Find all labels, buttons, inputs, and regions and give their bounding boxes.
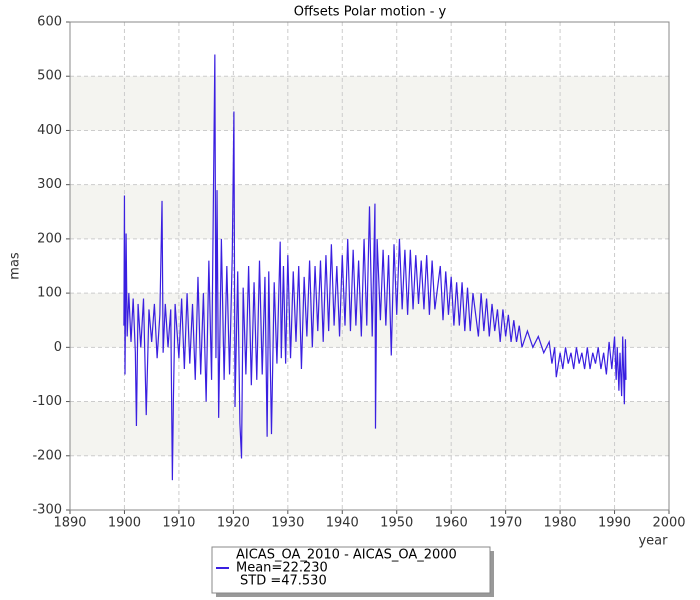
grid: [69, 21, 670, 511]
x-tick-label: 1890: [53, 516, 86, 531]
x-tick-label: 2000: [652, 516, 685, 531]
x-tick-label: 1950: [380, 516, 413, 531]
y-tick-label: 400: [37, 123, 62, 138]
y-tick-label: 600: [37, 15, 62, 30]
axes: -300 -200 -100 0 100 200 300 400 500 600 1890 1900 1…: [32, 15, 685, 531]
legend-box: [211, 546, 491, 594]
x-tick-label: 1920: [217, 516, 250, 531]
plot-band: [70, 76, 669, 131]
x-tick-label: 1910: [162, 516, 195, 531]
plot-band: [70, 401, 669, 456]
plot-frame: [69, 21, 670, 511]
x-tick-label: 1990: [598, 516, 631, 531]
x-tick-label: 1980: [544, 516, 577, 531]
y-tick-label: 200: [37, 231, 62, 246]
plot-marks: [123, 54, 627, 481]
x-tick-label: 1970: [489, 516, 522, 531]
y-tick-label: 0: [54, 340, 62, 355]
x-tick-label: 1930: [271, 516, 304, 531]
x-axis-label: year: [638, 534, 668, 549]
x-tick-label: 1960: [435, 516, 468, 531]
y-tick-label: 500: [37, 69, 62, 84]
legend-mean: Mean=22.230: [236, 561, 328, 576]
y-tick-label: 300: [37, 177, 62, 192]
x-tick-label: 1900: [108, 516, 141, 531]
x-tick-label: 1940: [326, 516, 359, 531]
y-tick-label: -300: [32, 503, 62, 518]
y-tick-label: 100: [37, 286, 62, 301]
legend-std: STD =47.530: [240, 574, 327, 589]
y-tick-label: -100: [32, 394, 62, 409]
plot-background: [70, 22, 669, 510]
data-line: [123, 54, 627, 481]
chart-title: Offsets Polar motion - y: [294, 5, 447, 20]
legend-label: AICAS_OA_2010 - AICAS_OA_2000: [236, 548, 457, 563]
y-tick-label: -200: [32, 448, 62, 463]
legend: AICAS_OA_2010 - AICAS_OA_2000 Mean=22.23…: [211, 546, 494, 597]
y-axis-label: mas: [8, 252, 23, 280]
